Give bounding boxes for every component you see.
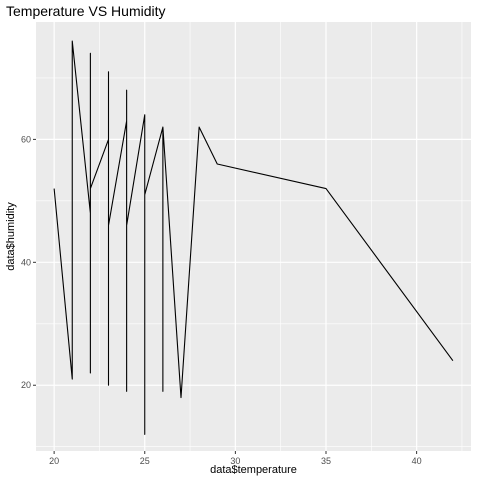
series-layer bbox=[53, 40, 454, 435]
y-axis: 20 40 60 bbox=[21, 134, 36, 390]
x-tick-label: 40 bbox=[412, 456, 422, 466]
x-axis: 20 25 30 35 40 bbox=[49, 451, 422, 466]
y-tick-label: 20 bbox=[21, 380, 31, 390]
grid-major bbox=[36, 22, 471, 451]
x-tick-label: 35 bbox=[321, 456, 331, 466]
chart-title: Temperature VS Humidity bbox=[6, 3, 166, 19]
y-tick-label: 60 bbox=[21, 134, 31, 144]
y-axis-title: data$humidity bbox=[5, 202, 17, 271]
series-line-0 bbox=[53, 40, 454, 435]
x-axis-title: data$temperature bbox=[210, 464, 297, 476]
plot-panel bbox=[36, 22, 471, 451]
x-tick-label: 30 bbox=[230, 456, 240, 466]
x-tick-label: 20 bbox=[49, 456, 59, 466]
x-tick-label: 25 bbox=[140, 456, 150, 466]
y-tick-label: 40 bbox=[21, 257, 31, 267]
